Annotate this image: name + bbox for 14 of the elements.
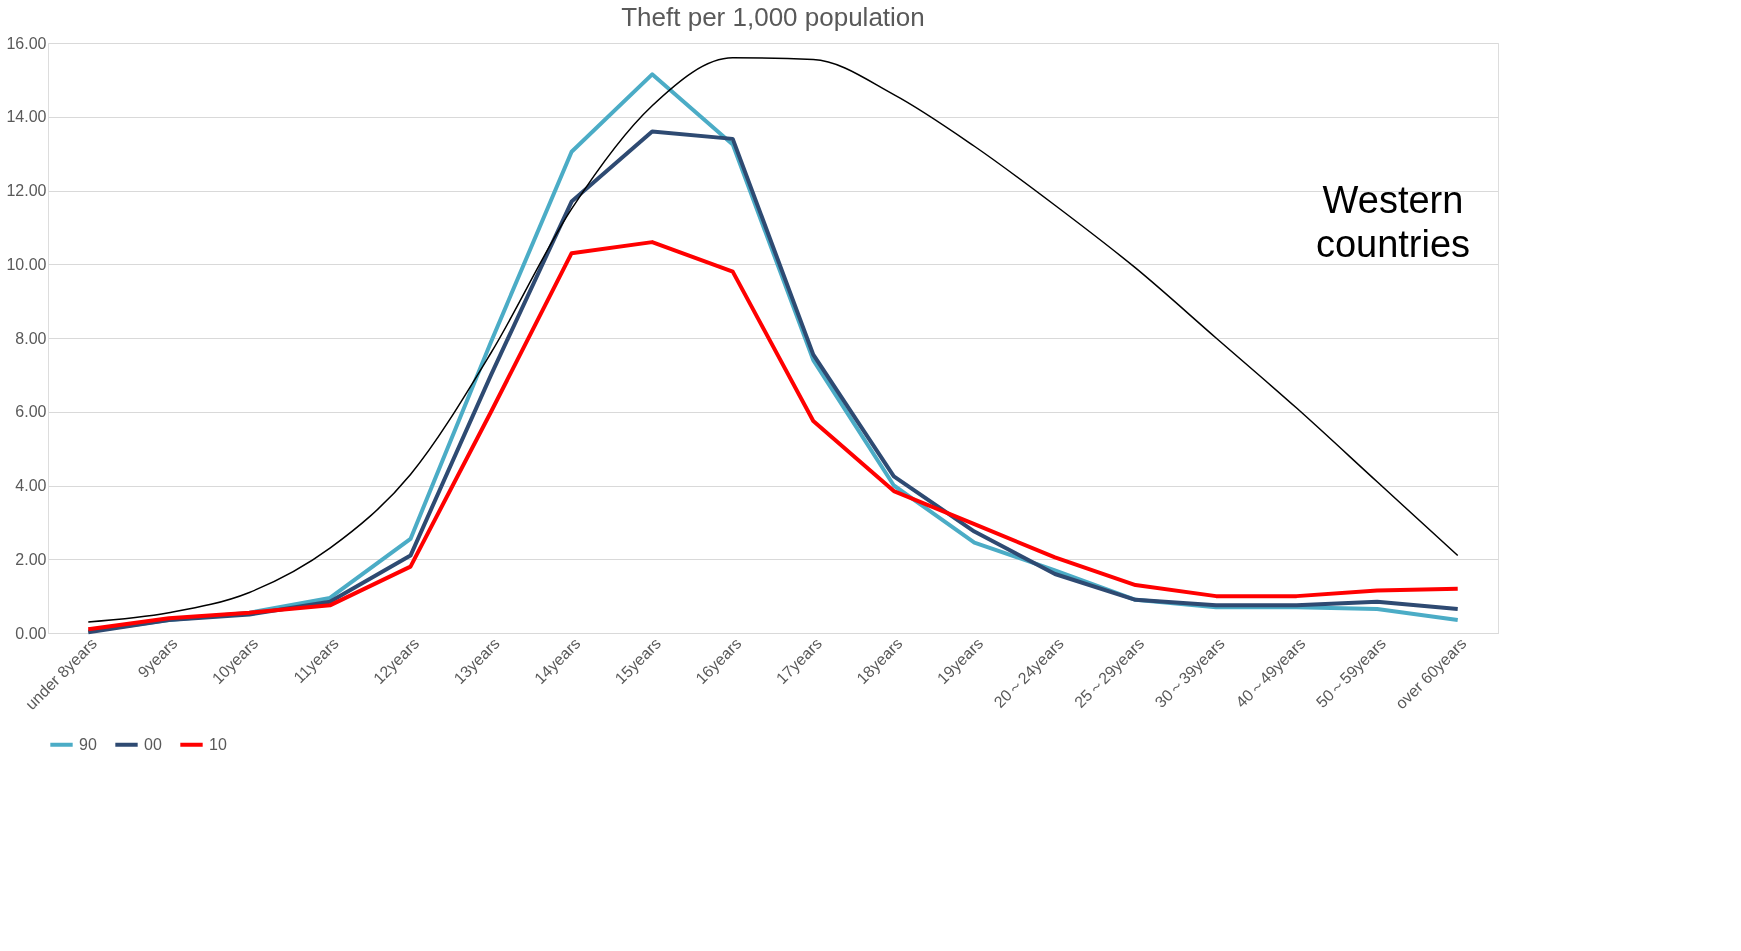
y-tick-label: 10.00	[6, 255, 47, 273]
legend-label: 10	[209, 735, 227, 753]
y-tick-label: 14.00	[6, 108, 47, 126]
y-tick-label: 16.00	[6, 34, 47, 52]
chart-title: Theft per 1,000 population	[621, 2, 925, 32]
y-tick-label: 8.00	[15, 329, 47, 347]
y-tick-label: 6.00	[15, 403, 47, 421]
annotation: Western countries	[1315, 179, 1471, 265]
y-tick-label: 4.00	[15, 477, 47, 494]
legend-label: 00	[144, 735, 162, 753]
y-tick-label: 2.00	[15, 550, 47, 568]
y-tick-label: 12.00	[6, 182, 47, 199]
legend-label: 90	[79, 735, 97, 753]
y-tick-label: 0.00	[15, 624, 47, 642]
